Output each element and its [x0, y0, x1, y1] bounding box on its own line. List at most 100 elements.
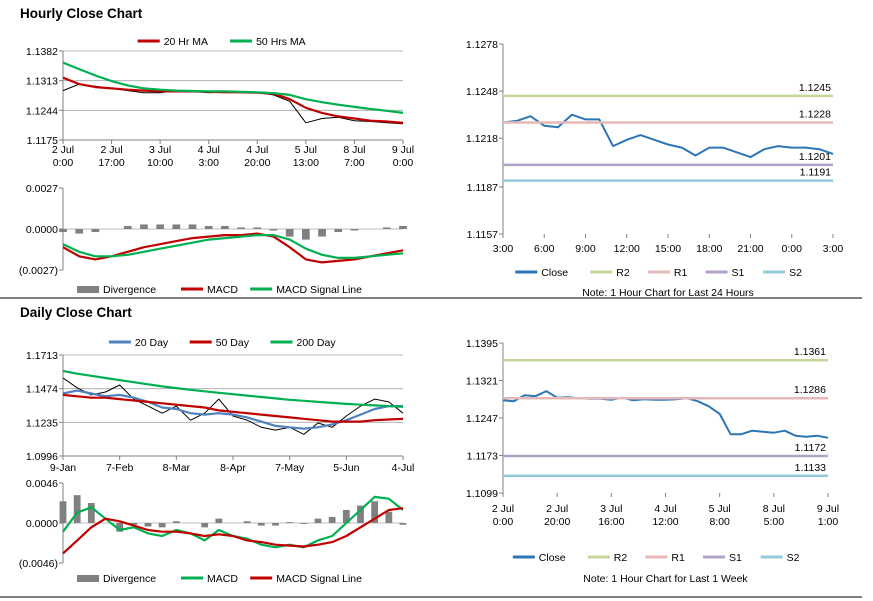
y-tick-label: 1.1278	[466, 39, 498, 51]
x-tick-label: 8 Jul 7:00	[343, 144, 365, 169]
level-label: 1.1191	[800, 167, 831, 179]
level-label: 1.1228	[799, 109, 831, 121]
price-line	[62, 377, 404, 435]
x-tick-label: 5-Jun	[333, 462, 359, 474]
y-tick-label: 1.1099	[466, 488, 498, 500]
divergence-bar	[158, 523, 166, 528]
x-tick-label-line: 7:00	[344, 157, 365, 169]
y-tick-label: (0.0046)	[19, 558, 58, 570]
y-tick-label: 0.0000	[26, 224, 58, 236]
x-tick-label: 6:00	[534, 243, 555, 255]
x-tick-label-line: 3:00	[198, 157, 219, 169]
divergence-bar	[144, 523, 152, 527]
x-tick-label-line: 5:00	[764, 516, 785, 528]
x-tick-label: 8-Mar	[163, 462, 191, 474]
x-tick-label: 3:00	[823, 243, 844, 255]
x-tick-label-line: 4 Jul	[246, 144, 268, 156]
x-tick-label-line: 2 Jul	[100, 144, 122, 156]
x-tick-label-line: 8 Jul	[763, 503, 785, 515]
series-line	[62, 507, 404, 555]
x-tick-label: 5 Jul 8:00	[709, 503, 731, 528]
legend-label: 20 Hr MA	[164, 36, 208, 48]
divergence-bar	[221, 225, 229, 229]
x-tick-label: 2 Jul 0:00	[52, 144, 74, 169]
y-tick-label: 1.1248	[466, 86, 498, 98]
divergence-bar	[215, 518, 223, 523]
x-tick-label: 21:00	[737, 243, 763, 255]
x-tick-label-line: 0:00	[53, 157, 74, 169]
legend-label: S2	[789, 267, 802, 279]
x-tick-label-line: 8:00	[709, 516, 730, 528]
divergence-bar	[371, 501, 379, 523]
level-label: 1.1201	[799, 151, 831, 163]
chart-note: Note: 1 Hour Chart for Last 24 Hours	[582, 287, 754, 299]
divergence-bar	[116, 523, 124, 532]
x-tick-label: 0:00	[782, 243, 803, 255]
x-tick-label: 4 Jul 20:00	[244, 144, 270, 169]
x-tick-label: 5 Jul 13:00	[293, 144, 319, 169]
divergence-bar	[399, 523, 407, 525]
y-tick-label: (0.0027)	[19, 265, 58, 277]
legend-label: MACD Signal Line	[276, 284, 362, 296]
x-tick-label-line: 17:00	[98, 157, 124, 169]
x-tick-label-line: 4 Jul	[198, 144, 220, 156]
divergence-bar	[382, 227, 391, 229]
divergence-bar	[156, 224, 165, 229]
legend-label: MACD	[207, 573, 238, 585]
divergence-bar	[269, 229, 278, 231]
x-tick-label: 7-Feb	[106, 462, 134, 474]
x-tick-label-line: 2 Jul	[546, 503, 568, 515]
divergence-bar	[350, 229, 359, 231]
x-tick-label: 2 Jul 20:00	[544, 503, 570, 528]
x-tick-label-line: 9 Jul	[392, 144, 414, 156]
x-tick-label-line: 5 Jul	[295, 144, 317, 156]
x-tick-label-line: 0:00	[493, 516, 514, 528]
x-tick-label-line: 20:00	[244, 157, 270, 169]
x-tick-label: 4 Jul 3:00	[198, 144, 220, 169]
legend-label: MACD Signal Line	[276, 573, 362, 585]
x-tick-label: 9 Jul 0:00	[392, 144, 414, 169]
series-line	[502, 113, 834, 159]
divergence-bar	[314, 518, 322, 523]
divergence-bar	[285, 229, 294, 237]
x-tick-label-line: 10:00	[147, 157, 173, 169]
y-tick-label: 1.1713	[26, 350, 58, 362]
level-label: 1.1361	[794, 346, 826, 358]
x-tick-label-line: 2 Jul	[52, 144, 74, 156]
y-tick-label: 1.1474	[26, 384, 58, 396]
divergence-bar	[357, 505, 364, 523]
y-tick-label: 1.1235	[26, 417, 58, 429]
divergence-bar	[123, 225, 132, 229]
level-label: 1.1286	[794, 384, 826, 396]
divergence-bar	[272, 523, 279, 526]
divergence-bar	[73, 495, 81, 523]
legend-label: S2	[787, 552, 800, 564]
legend-label: Divergence	[103, 284, 156, 296]
x-tick-label: 15:00	[655, 243, 681, 255]
divergence-bar	[172, 521, 180, 523]
level-label: 1.1133	[795, 462, 826, 474]
series-line	[62, 393, 404, 423]
x-tick-label: 4-Jul	[392, 462, 415, 474]
x-tick-label: 3 Jul 16:00	[598, 503, 624, 528]
legend-label: Close	[539, 552, 566, 564]
divergence-bar	[204, 225, 213, 229]
divergence-bar	[286, 522, 294, 523]
y-tick-label: 1.1247	[466, 413, 498, 425]
y-tick-label: 1.1313	[26, 76, 58, 88]
y-tick-label: 0.0046	[26, 478, 58, 490]
divergence-bar	[334, 229, 343, 233]
divergence-bar	[59, 501, 67, 523]
divergence-bar	[75, 229, 84, 234]
divergence-bar	[385, 511, 393, 523]
legend-label: R1	[674, 267, 688, 279]
y-tick-label: 1.1187	[467, 182, 498, 194]
x-tick-label-line: 16:00	[598, 516, 624, 528]
x-tick-label-line: 1:00	[818, 516, 839, 528]
legend-label: S1	[732, 267, 745, 279]
y-tick-label: 0.0027	[26, 183, 58, 195]
x-tick-label-line: 5 Jul	[709, 503, 731, 515]
divergence-bar	[328, 516, 336, 523]
y-tick-label: 1.1321	[466, 376, 498, 388]
